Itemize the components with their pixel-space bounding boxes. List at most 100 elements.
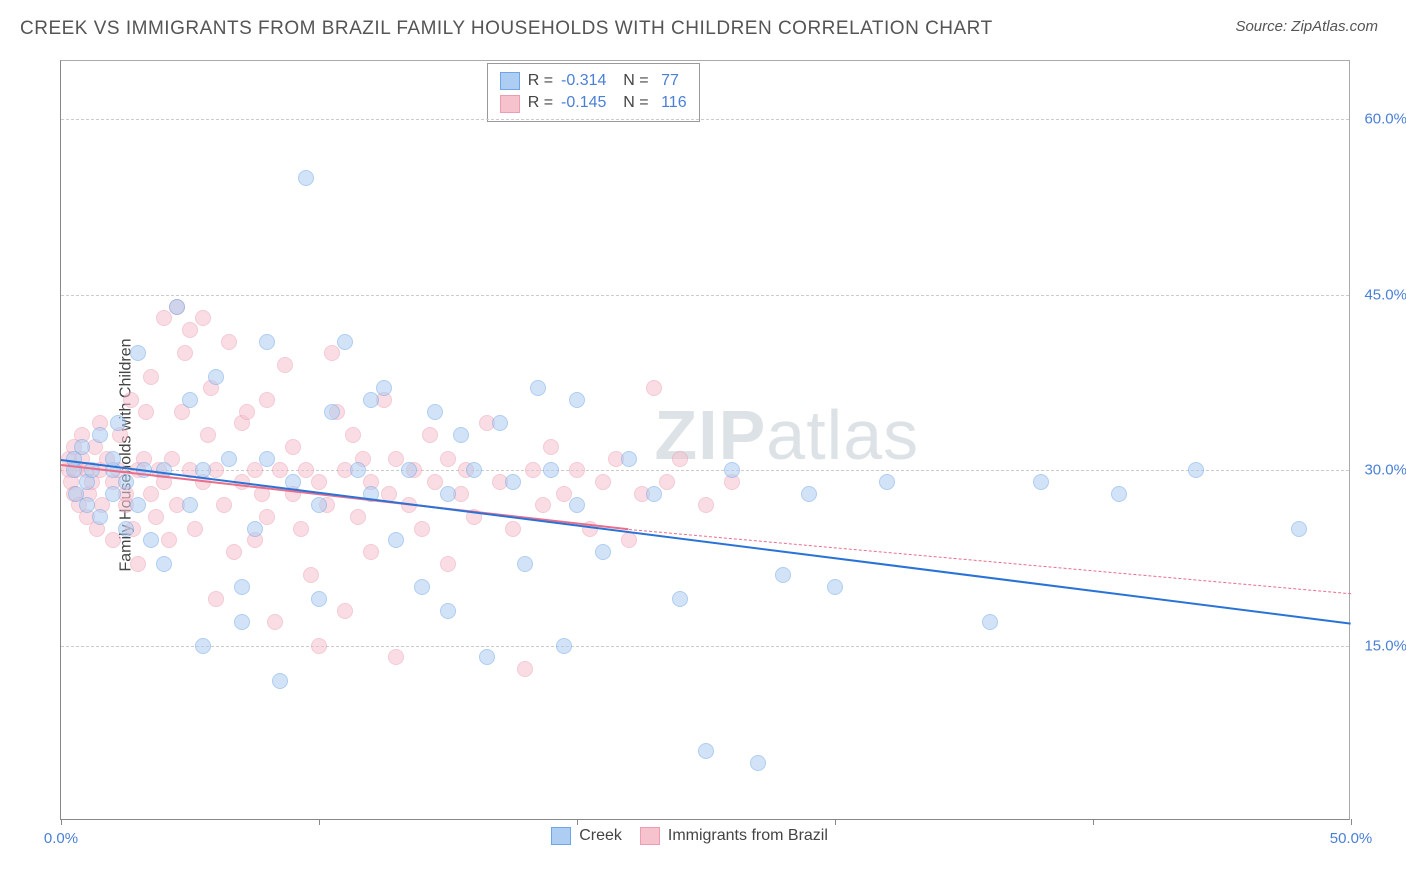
stats-row: R = -0.314 N = 77 xyxy=(500,70,687,92)
data-point xyxy=(646,486,662,502)
data-point xyxy=(195,638,211,654)
y-tick-label: 30.0% xyxy=(1364,462,1406,479)
x-tick-label: 0.0% xyxy=(44,830,78,847)
data-point xyxy=(621,451,637,467)
y-tick-label: 60.0% xyxy=(1364,111,1406,128)
data-point xyxy=(350,462,366,478)
data-point xyxy=(138,404,154,420)
data-point xyxy=(453,427,469,443)
data-point xyxy=(259,509,275,525)
data-point xyxy=(569,497,585,513)
legend-label: Creek xyxy=(579,825,622,847)
data-point xyxy=(247,521,263,537)
data-point xyxy=(221,451,237,467)
stat-label: R = xyxy=(528,70,553,92)
stat-r-value: -0.145 xyxy=(561,92,606,114)
data-point xyxy=(195,310,211,326)
data-point xyxy=(427,474,443,490)
data-point xyxy=(775,567,791,583)
data-point xyxy=(130,556,146,572)
watermark-bold: ZIP xyxy=(654,396,766,474)
data-point xyxy=(569,392,585,408)
data-point xyxy=(363,544,379,560)
data-point xyxy=(226,544,242,560)
data-point xyxy=(92,427,108,443)
data-point xyxy=(530,380,546,396)
data-point xyxy=(177,345,193,361)
data-point xyxy=(535,497,551,513)
data-point xyxy=(750,755,766,771)
data-point xyxy=(130,497,146,513)
data-point xyxy=(517,556,533,572)
data-point xyxy=(363,392,379,408)
data-point xyxy=(543,439,559,455)
data-point xyxy=(345,427,361,443)
stats-row: R = -0.145 N = 116 xyxy=(500,92,687,114)
data-point xyxy=(208,591,224,607)
series-swatch xyxy=(551,827,571,845)
series-swatch xyxy=(500,95,520,113)
data-point xyxy=(337,334,353,350)
data-point xyxy=(479,649,495,665)
data-point xyxy=(221,334,237,350)
data-point xyxy=(259,451,275,467)
chart-header: CREEK VS IMMIGRANTS FROM BRAZIL FAMILY H… xyxy=(0,0,1406,50)
data-point xyxy=(118,474,134,490)
trend-line-extrapolated xyxy=(629,529,1351,594)
data-point xyxy=(311,638,327,654)
data-point xyxy=(259,392,275,408)
stat-label: R = xyxy=(528,92,553,114)
data-point xyxy=(724,462,740,478)
data-point xyxy=(247,462,263,478)
data-point xyxy=(182,497,198,513)
data-point xyxy=(376,380,392,396)
data-point xyxy=(298,170,314,186)
data-point xyxy=(525,462,541,478)
series-swatch xyxy=(640,827,660,845)
data-point xyxy=(311,474,327,490)
data-point xyxy=(74,439,90,455)
data-point xyxy=(388,649,404,665)
data-point xyxy=(298,462,314,478)
data-point xyxy=(440,556,456,572)
watermark-rest: atlas xyxy=(766,396,919,474)
data-point xyxy=(105,486,121,502)
data-point xyxy=(293,521,309,537)
x-tick xyxy=(61,819,62,825)
data-point xyxy=(422,427,438,443)
x-tick xyxy=(1351,819,1352,825)
correlation-stats-box: R = -0.314 N = 77R = -0.145 N = 116 xyxy=(487,63,700,122)
data-point xyxy=(303,567,319,583)
x-tick xyxy=(577,819,578,825)
data-point xyxy=(414,579,430,595)
data-point xyxy=(324,345,340,361)
data-point xyxy=(556,486,572,502)
data-point xyxy=(105,532,121,548)
data-point xyxy=(492,415,508,431)
data-point xyxy=(92,509,108,525)
data-point xyxy=(517,661,533,677)
data-point xyxy=(200,427,216,443)
data-point xyxy=(659,474,675,490)
y-tick-label: 45.0% xyxy=(1364,286,1406,303)
data-point xyxy=(595,474,611,490)
stat-label: N = xyxy=(614,92,648,114)
data-point xyxy=(156,556,172,572)
data-point xyxy=(440,451,456,467)
data-point xyxy=(414,521,430,537)
data-point xyxy=(311,591,327,607)
data-point xyxy=(556,638,572,654)
data-point xyxy=(595,544,611,560)
stat-r-value: -0.314 xyxy=(561,70,606,92)
plot-area: ZIPatlas R = -0.314 N = 77R = -0.145 N =… xyxy=(60,60,1350,820)
x-tick xyxy=(835,819,836,825)
data-point xyxy=(646,380,662,396)
data-point xyxy=(239,404,255,420)
data-point xyxy=(1188,462,1204,478)
gridline-h xyxy=(61,119,1349,120)
chart-container: Family Households with Children ZIPatlas… xyxy=(20,60,1390,850)
data-point xyxy=(388,451,404,467)
data-point xyxy=(272,673,288,689)
data-point xyxy=(1111,486,1127,502)
source-label: Source: ZipAtlas.com xyxy=(1235,18,1378,35)
